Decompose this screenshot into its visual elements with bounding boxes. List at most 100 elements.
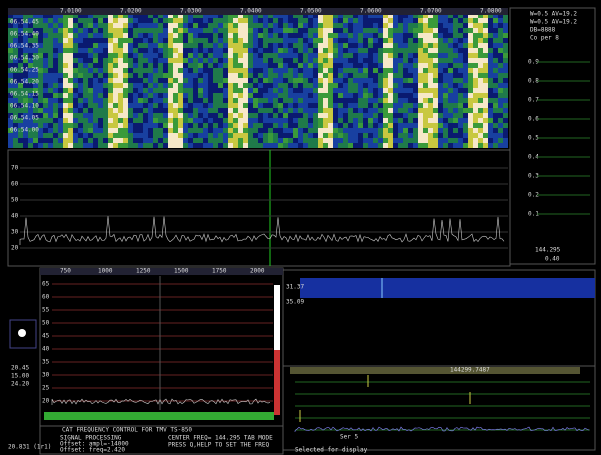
waterfall-cell [488,113,493,118]
waterfall-cell [218,143,223,148]
waterfall-cell [208,58,213,63]
waterfall-cell [303,143,308,148]
waterfall-cell [113,98,118,103]
waterfall-cell [178,103,183,108]
waterfall-cell [203,143,208,148]
waterfall-cell [228,58,233,63]
waterfall-cell [498,43,503,48]
waterfall-cell [198,18,203,23]
waterfall-cell [168,143,173,148]
waterfall-cell [448,18,453,23]
waterfall-cell [313,143,318,148]
waterfall-cell [133,138,138,143]
waterfall-cell [153,88,158,93]
waterfall-cell [343,63,348,68]
waterfall-cell [348,53,353,58]
waterfall-cell [473,123,478,128]
waterfall-cell [73,143,78,148]
waterfall-cell [318,88,323,93]
waterfall-cell [183,138,188,143]
waterfall-cell [363,103,368,108]
right-panel [510,8,595,264]
waterfall-cell [133,78,138,83]
waterfall-cell [413,78,418,83]
waterfall-cell [478,43,483,48]
waterfall-cell [263,78,268,83]
waterfall-cell [58,123,63,128]
waterfall-cell [448,63,453,68]
waterfall-cell [138,138,143,143]
waterfall-cell [313,33,318,38]
waterfall-cell [283,73,288,78]
waterfall-cell [428,83,433,88]
waterfall-cell [488,63,493,68]
waterfall-cell [258,138,263,143]
waterfall-cell [43,93,48,98]
waterfall-cell [48,68,53,73]
waterfall-cell [53,138,58,143]
waterfall-cell [78,33,83,38]
waterfall-cell [113,128,118,133]
waterfall-cell [348,113,353,118]
waterfall-cell [168,108,173,113]
waterfall-cell [298,28,303,33]
waterfall-cell [448,143,453,148]
waterfall-cell [448,78,453,83]
waterfall-cell [98,118,103,123]
waterfall-cell [293,73,298,78]
waterfall-cell [423,58,428,63]
waterfall-cell [363,18,368,23]
waterfall-cell [63,68,68,73]
waterfall-cell [83,68,88,73]
waterfall-cell [78,73,83,78]
waterfall-cell [303,38,308,43]
waterfall-cell [188,38,193,43]
waterfall-cell [393,83,398,88]
waterfall-cell [328,143,333,148]
waterfall-cell [388,143,393,148]
waterfall-cell [308,38,313,43]
waterfall-cell [473,113,478,118]
waterfall-cell [438,128,443,133]
waterfall-cell [328,138,333,143]
waterfall-cell [238,133,243,138]
waterfall-cell [323,63,328,68]
waterfall-cell [213,38,218,43]
waterfall-cell [238,118,243,123]
waterfall-cell [143,28,148,33]
waterfall-cell [468,18,473,23]
waterfall-cell [443,43,448,48]
waterfall-cell [193,88,198,93]
waterfall-cell [423,48,428,53]
waterfall-cell [248,78,253,83]
waterfall-cell [368,128,373,133]
waterfall-cell [473,93,478,98]
waterfall-cell [113,18,118,23]
waterfall-cell [413,38,418,43]
waterfall-cell [433,33,438,38]
waterfall-cell [218,53,223,58]
waterfall-cell [143,23,148,28]
waterfall-cell [48,48,53,53]
waterfall-cell [108,18,113,23]
waterfall-cell [393,48,398,53]
waterfall-cell [498,98,503,103]
waterfall-cell [473,73,478,78]
waterfall-cell [168,78,173,83]
waterfall-cell [238,78,243,83]
waterfall-cell [493,118,498,123]
waterfall-cell [338,118,343,123]
waterfall-cell [423,133,428,138]
waterfall-cell [243,143,248,148]
waterfall-cell [223,133,228,138]
waterfall-cell [468,118,473,123]
waterfall-cell [303,88,308,93]
waterfall-cell [493,23,498,28]
waterfall-cell [458,108,463,113]
waterfall-cell [373,38,378,43]
waterfall-cell [463,108,468,113]
waterfall-cell [268,118,273,123]
waterfall-cell [273,98,278,103]
waterfall-cell [213,143,218,148]
waterfall-cell [428,53,433,58]
